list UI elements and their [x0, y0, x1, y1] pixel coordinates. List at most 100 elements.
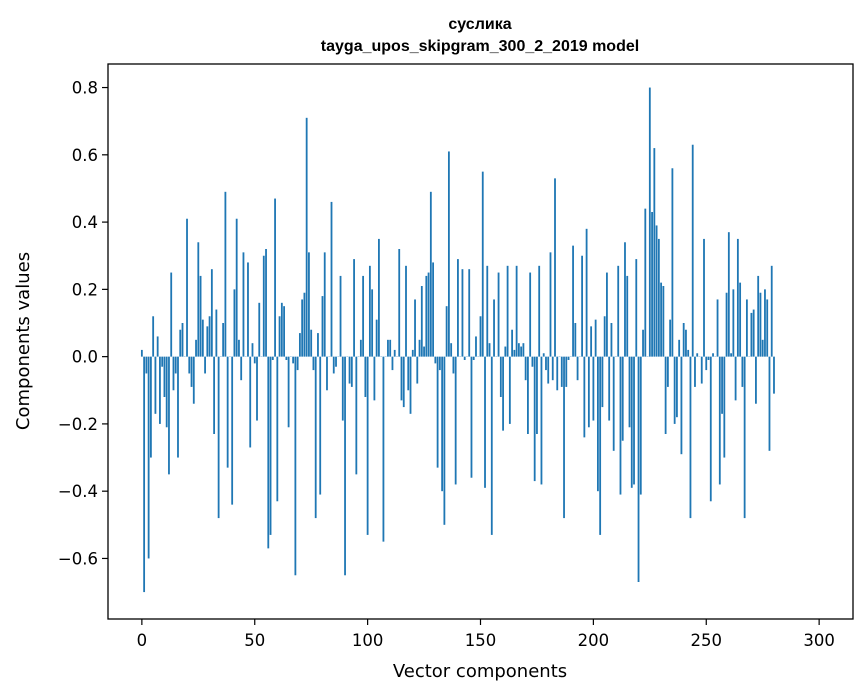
bar-60 [276, 356, 279, 502]
bar-112 [393, 349, 396, 357]
bar-138 [452, 356, 455, 374]
bar-273 [757, 275, 760, 357]
bar-4 [149, 356, 152, 458]
y-tick-label: 0.2 [72, 280, 98, 299]
bar-155 [490, 356, 493, 535]
bar-71 [301, 299, 304, 357]
bar-52 [258, 302, 261, 357]
bar-177 [540, 356, 543, 485]
bar-261 [730, 353, 732, 357]
y-tick-label: −0.6 [58, 549, 98, 568]
y-tick-label: −0.4 [58, 482, 98, 501]
bar-125 [423, 346, 425, 357]
bar-228 [655, 225, 658, 357]
bar-31 [210, 269, 213, 357]
bar-123 [418, 339, 421, 357]
bar-250 [705, 356, 708, 371]
bar-220 [637, 356, 640, 582]
bar-26 [199, 275, 202, 357]
bar-134 [443, 356, 446, 525]
bar-7 [156, 336, 159, 357]
x-tick-label: 0 [137, 631, 148, 650]
bar-69 [296, 356, 299, 371]
bar-214 [624, 242, 626, 357]
bar-109 [387, 339, 389, 357]
bar-217 [630, 356, 633, 488]
bar-202 [596, 356, 599, 492]
bar-230 [660, 282, 663, 357]
bar-3 [147, 356, 150, 559]
bar-94 [353, 259, 355, 357]
bar-213 [621, 356, 624, 441]
bar-154 [488, 343, 491, 357]
bar-207 [608, 356, 611, 421]
bar-139 [454, 356, 457, 485]
bar-38 [226, 356, 229, 468]
bar-241 [685, 329, 687, 357]
bar-41 [233, 289, 236, 357]
bar-216 [628, 356, 631, 428]
bar-276 [764, 289, 766, 357]
bar-79 [319, 356, 322, 495]
bar-13 [170, 272, 173, 357]
y-axis-ticks: −0.6 −0.4 −0.2 0.0 0.2 0.4 0.6 0.8 [58, 79, 108, 568]
bar-43 [238, 339, 240, 357]
bar-165 [513, 349, 516, 357]
bar-68 [294, 356, 297, 576]
bar-256 [718, 356, 721, 485]
chart-subtitle: tayga_upos_skipgram_300_2_2019 model [321, 38, 639, 55]
bar-235 [671, 168, 674, 357]
bar-57 [269, 356, 272, 535]
bar-215 [626, 275, 629, 357]
bar-180 [547, 356, 550, 384]
bar-130 [434, 356, 437, 364]
bar-116 [402, 356, 405, 408]
bar-14 [172, 356, 175, 391]
bar-70 [298, 333, 301, 357]
y-tick-label: 0.0 [72, 348, 98, 367]
bar-239 [680, 356, 683, 455]
bar-24 [195, 339, 197, 357]
bar-9 [161, 356, 164, 367]
bar-21 [188, 356, 191, 374]
bar-186 [560, 356, 563, 387]
bar-6 [154, 356, 157, 414]
bar-242 [687, 349, 690, 357]
bar-143 [463, 356, 466, 360]
bar-257 [721, 356, 723, 414]
bar-103 [373, 356, 376, 401]
y-tick-label: −0.2 [58, 415, 98, 434]
bar-264 [736, 238, 739, 357]
bar-122 [416, 356, 419, 384]
bar-222 [642, 329, 644, 357]
bar-62 [280, 302, 283, 357]
bar-170 [524, 356, 527, 381]
bar-45 [242, 252, 245, 357]
bar-173 [531, 356, 534, 367]
bar-25 [197, 242, 200, 357]
bar-115 [400, 356, 403, 401]
bar-111 [391, 356, 394, 371]
x-axis-ticks: 0 50 100 150 200 250 300 [137, 619, 835, 650]
bar-238 [678, 339, 681, 357]
y-tick-label: 0.6 [72, 146, 98, 165]
bar-48 [249, 356, 252, 448]
bar-93 [350, 356, 353, 387]
bar-100 [366, 356, 369, 535]
bar-167 [517, 343, 520, 357]
bar-37 [224, 191, 227, 357]
bar-92 [348, 356, 351, 384]
bar-145 [468, 269, 471, 357]
bar-244 [691, 144, 694, 357]
bar-148 [475, 336, 477, 357]
bar-171 [527, 356, 529, 434]
bar-156 [493, 299, 495, 357]
bar-114 [398, 249, 401, 357]
bar-274 [759, 292, 762, 357]
bar-22 [190, 356, 193, 387]
bar-107 [382, 356, 385, 542]
bar-65 [287, 356, 290, 428]
bar-11 [165, 356, 168, 428]
bar-99 [364, 356, 367, 397]
bar-117 [405, 265, 407, 357]
